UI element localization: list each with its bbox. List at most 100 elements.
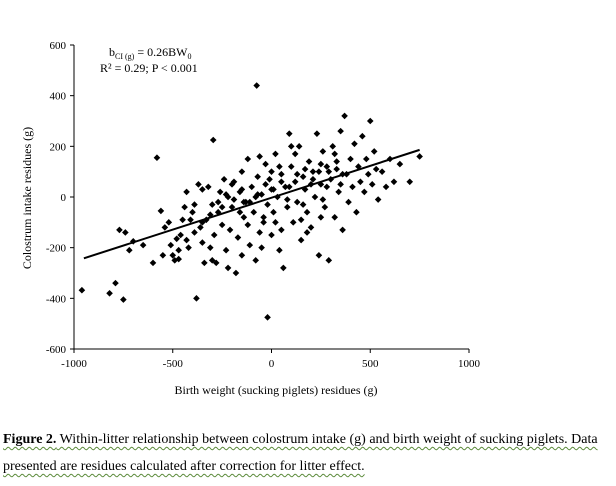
data-point — [329, 143, 337, 150]
data-point — [363, 155, 370, 163]
y-tick-label: 0 — [61, 192, 67, 204]
y-axis-title: Colostrum intake residues (g) — [20, 127, 34, 269]
data-point — [250, 208, 258, 216]
data-point — [173, 235, 180, 243]
data-point — [335, 188, 342, 196]
data-point — [295, 143, 303, 150]
data-point — [293, 198, 301, 206]
data-point — [262, 181, 269, 188]
data-point — [252, 257, 259, 264]
data-point — [212, 259, 220, 267]
y-tick-label: 400 — [50, 91, 67, 103]
data-point — [246, 241, 254, 249]
data-point — [366, 117, 374, 125]
data-point — [345, 198, 352, 206]
annotation-r2: R² = 0.29; P < 0.001 — [100, 61, 198, 75]
data-point — [317, 160, 325, 168]
data-point — [214, 198, 222, 206]
data-point — [236, 208, 244, 216]
data-point — [359, 132, 366, 140]
data-point — [272, 150, 279, 158]
data-point — [246, 198, 254, 206]
data-point — [205, 183, 212, 191]
data-point — [179, 216, 186, 224]
data-point — [351, 140, 358, 148]
data-point — [210, 231, 218, 239]
data-point — [116, 226, 123, 234]
data-point — [416, 153, 423, 160]
data-point — [122, 229, 129, 236]
data-point — [238, 251, 246, 259]
data-point — [78, 286, 86, 294]
data-point — [266, 175, 273, 183]
data-point — [278, 178, 285, 186]
annotation-equation: = 0.26BW — [134, 45, 188, 59]
data-point — [268, 168, 275, 175]
data-point — [206, 244, 214, 251]
data-point — [325, 257, 333, 264]
data-point — [291, 150, 299, 158]
data-point — [284, 196, 291, 203]
data-point — [293, 170, 301, 178]
data-point — [339, 226, 346, 234]
y-tick-label: -400 — [46, 293, 67, 305]
figure-caption: Figure 2. Within-litter relationship bet… — [3, 426, 611, 480]
data-point — [323, 163, 331, 170]
data-point — [406, 178, 414, 186]
x-tick-label: -500 — [163, 358, 184, 370]
annotation-subscript-0: 0 — [187, 52, 191, 61]
data-point — [364, 170, 372, 178]
data-point — [361, 188, 368, 196]
data-point — [195, 181, 202, 188]
x-axis-title: Birth weight (sucking piglets) residues … — [175, 383, 378, 397]
data-point — [226, 226, 234, 234]
data-point — [347, 155, 354, 163]
data-point — [214, 208, 222, 216]
data-point — [222, 191, 230, 198]
data-point — [285, 130, 293, 137]
data-point — [187, 216, 194, 224]
data-point — [252, 193, 259, 201]
data-point — [218, 221, 226, 229]
caption-label: Figure 2. — [3, 432, 57, 447]
data-point — [238, 168, 246, 175]
data-point — [167, 241, 175, 249]
data-point — [390, 178, 398, 186]
data-point — [230, 178, 238, 186]
data-point — [264, 314, 271, 321]
x-tick-label: 1000 — [458, 358, 481, 370]
data-point — [382, 183, 390, 191]
data-point — [319, 196, 327, 203]
y-tick-label: -600 — [46, 344, 67, 356]
data-point — [280, 264, 287, 272]
data-point — [287, 163, 295, 170]
data-point — [240, 213, 248, 221]
data-point — [191, 229, 198, 236]
data-point — [126, 246, 133, 254]
data-point — [333, 165, 340, 173]
data-point — [396, 160, 404, 168]
data-point — [370, 148, 378, 155]
data-point — [208, 257, 216, 264]
data-point — [264, 201, 271, 208]
data-point — [149, 259, 157, 267]
data-point — [301, 165, 309, 173]
data-point — [291, 178, 299, 186]
data-point — [313, 130, 321, 137]
data-point — [299, 173, 307, 181]
data-point — [234, 234, 242, 241]
data-points — [78, 82, 423, 321]
data-point — [177, 231, 184, 239]
data-point — [232, 269, 240, 277]
data-point — [244, 155, 252, 163]
svg-text:bCI (g) = 0.26BW0: bCI (g) = 0.26BW0 — [109, 45, 191, 61]
data-point — [287, 143, 295, 150]
data-point — [169, 251, 177, 259]
trend-line — [83, 148, 420, 260]
data-point — [199, 239, 206, 246]
data-point — [254, 173, 261, 181]
data-point — [258, 191, 265, 198]
data-point — [299, 201, 307, 208]
data-point — [238, 186, 246, 193]
data-point — [270, 208, 277, 216]
